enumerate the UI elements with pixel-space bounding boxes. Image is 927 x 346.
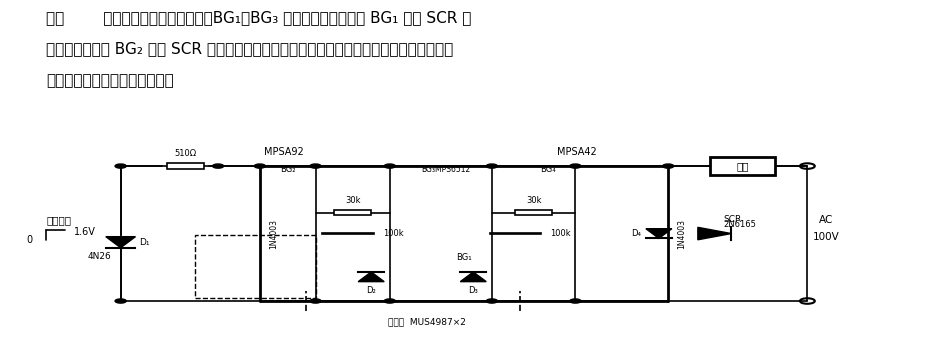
Text: 光通道  MUS4987×2: 光通道 MUS4987×2 [387, 317, 465, 326]
FancyBboxPatch shape [709, 157, 774, 175]
Circle shape [310, 164, 321, 168]
Text: 负载: 负载 [735, 161, 748, 171]
Text: 通；负半周时经 BG₂ 触发 SCR 导通。控制信号若与电源电压同步便可实现零压开关电路。这: 通；负半周时经 BG₂ 触发 SCR 导通。控制信号若与电源电压同步便可实现零压… [46, 42, 453, 56]
Text: BG₃MPS6512: BG₃MPS6512 [420, 165, 470, 174]
Text: 100k: 100k [549, 229, 570, 238]
Circle shape [486, 164, 497, 168]
Text: 1N4003: 1N4003 [269, 219, 278, 248]
Bar [195, 235, 315, 298]
Text: 100V: 100V [812, 232, 838, 242]
Circle shape [310, 299, 321, 303]
Circle shape [212, 164, 223, 168]
Circle shape [569, 299, 580, 303]
Text: D₂: D₂ [366, 286, 375, 295]
Text: D₃: D₃ [468, 286, 477, 295]
Text: SCR: SCR [723, 215, 742, 224]
Circle shape [115, 164, 126, 168]
Text: 100k: 100k [383, 229, 403, 238]
Text: 样可避免产生严重的噪声干扰。: 样可避免产生严重的噪声干扰。 [46, 73, 174, 88]
Polygon shape [645, 229, 671, 238]
Text: 如图        所示，当输入控制电压时，BG₁、BG₃ 导通，正半周时，经 BG₁ 触发 SCR 导: 如图 所示，当输入控制电压时，BG₁、BG₃ 导通，正半周时，经 BG₁ 触发 … [46, 10, 471, 25]
Circle shape [384, 299, 395, 303]
Text: 1.6V: 1.6V [74, 227, 96, 237]
Polygon shape [460, 272, 486, 282]
Text: MPSA92: MPSA92 [264, 147, 304, 157]
Text: 2N6165: 2N6165 [723, 220, 756, 229]
Text: 0: 0 [26, 236, 32, 245]
Text: 510Ω: 510Ω [174, 149, 197, 158]
Text: BG₁: BG₁ [456, 253, 471, 262]
Text: MPSA42: MPSA42 [556, 147, 596, 157]
Text: 1N4003: 1N4003 [677, 219, 686, 248]
Bar [514, 210, 552, 215]
Circle shape [486, 299, 497, 303]
Polygon shape [106, 237, 135, 248]
Text: AC: AC [818, 215, 832, 225]
Circle shape [254, 164, 265, 168]
Polygon shape [358, 272, 384, 282]
Text: BG₄: BG₄ [540, 165, 554, 174]
Text: 4N26: 4N26 [87, 252, 111, 261]
Text: 30k: 30k [526, 196, 540, 205]
Bar [334, 210, 371, 215]
Text: 30k: 30k [345, 196, 360, 205]
Bar [489, 233, 540, 234]
Text: 控制电压: 控制电压 [46, 215, 71, 225]
Text: D₁: D₁ [139, 238, 149, 247]
Bar [323, 233, 373, 234]
Text: BG₂: BG₂ [280, 165, 295, 174]
Bar [167, 163, 204, 169]
Polygon shape [697, 227, 730, 240]
Text: D₄: D₄ [630, 229, 640, 238]
Circle shape [569, 164, 580, 168]
Circle shape [384, 164, 395, 168]
Circle shape [662, 164, 673, 168]
Circle shape [115, 299, 126, 303]
